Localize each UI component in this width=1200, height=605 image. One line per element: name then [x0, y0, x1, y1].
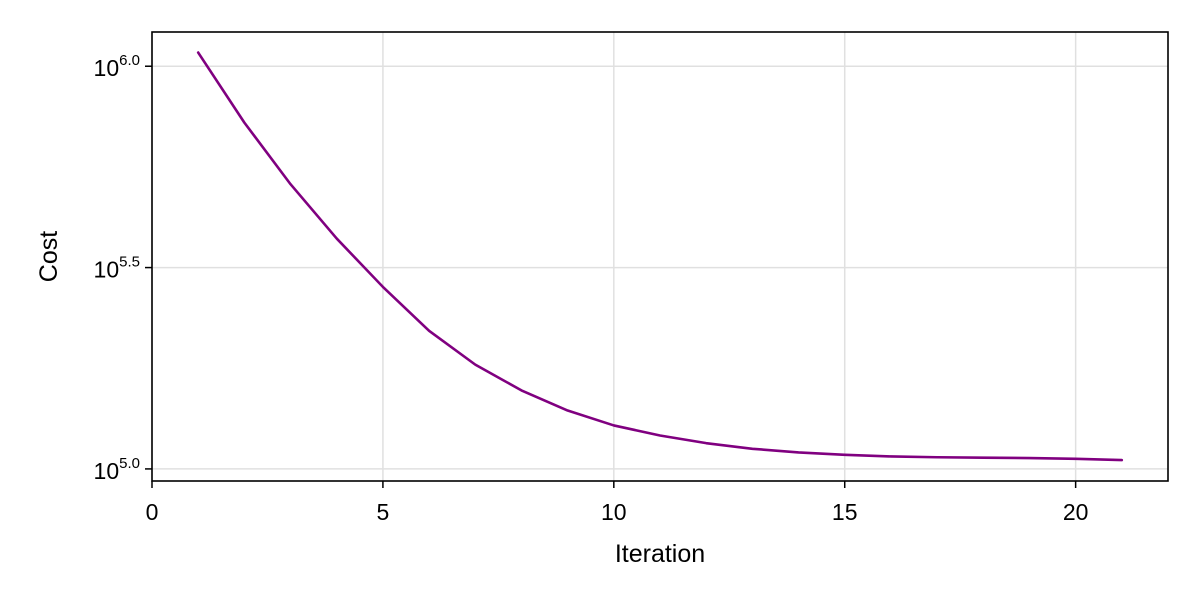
x-tick-label: 20 — [1063, 499, 1089, 525]
y-tick-label: 106.0 — [94, 52, 140, 81]
axis-layer — [145, 32, 1168, 488]
series-line-cost — [198, 53, 1122, 461]
x-tick-label: 5 — [377, 499, 390, 525]
x-tick-label: 0 — [146, 499, 159, 525]
x-tick-label: 10 — [601, 499, 627, 525]
x-tick-label: 15 — [832, 499, 858, 525]
series-layer — [198, 52, 1122, 460]
x-axis-title: Iteration — [615, 540, 705, 568]
plot-frame — [152, 32, 1168, 481]
label-layer: 0 5 10 15 20 105.0 105.5 106.0 Iteration Cost — [35, 52, 1088, 568]
grid-layer — [152, 32, 1168, 481]
y-tick-label: 105.5 — [94, 254, 140, 283]
y-axis-title: Cost — [35, 231, 63, 282]
y-tick-label: 105.0 — [94, 455, 140, 484]
